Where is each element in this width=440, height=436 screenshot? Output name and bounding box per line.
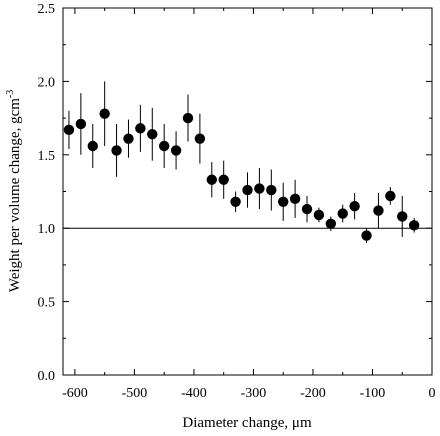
x-axis-ticks: -600 -500 -400 -300 -200 -100 0 — [62, 8, 436, 401]
data-point — [111, 145, 122, 156]
data-points — [63, 81, 420, 243]
data-point — [158, 140, 170, 152]
data-point — [278, 196, 289, 207]
y-tick-label: 2.5 — [38, 2, 56, 17]
data-point — [337, 208, 348, 219]
data-point — [408, 220, 420, 231]
y-tick-label: 0.5 — [38, 296, 56, 311]
y-tick-label: 1.5 — [38, 149, 56, 164]
data-point — [361, 230, 372, 241]
data-point — [75, 118, 87, 130]
data-point — [99, 108, 110, 119]
x-tick-label: 0 — [429, 386, 436, 401]
data-point — [242, 184, 253, 196]
x-tick-label: -200 — [300, 386, 326, 401]
data-point — [123, 133, 134, 144]
x-tick-label: -100 — [360, 386, 386, 401]
data-point — [87, 140, 98, 152]
y-tick-label: 2.0 — [38, 75, 56, 90]
y-axis-label-text: Weight per volume change, gcm — [7, 98, 23, 292]
data-point — [230, 196, 241, 207]
data-point — [147, 129, 158, 140]
y-axis-label-exponent: -3 — [5, 90, 16, 98]
data-point — [289, 193, 301, 205]
data-point — [266, 184, 277, 196]
data-point — [301, 203, 313, 215]
data-point — [135, 123, 146, 134]
x-tick-label: -300 — [241, 386, 267, 401]
data-point — [385, 190, 396, 202]
data-point — [206, 174, 217, 185]
data-point — [397, 211, 408, 222]
data-point — [349, 200, 360, 212]
x-tick-label: -400 — [181, 386, 207, 401]
data-point — [63, 124, 75, 136]
y-axis-label: Weight per volume change, gcm-3 — [5, 90, 23, 293]
x-tick-label: -600 — [62, 386, 88, 401]
data-point — [313, 209, 325, 221]
x-axis-label: Diameter change, μm — [182, 415, 312, 431]
data-point — [170, 145, 182, 156]
y-axis-ticks: 0.0 0.5 1.0 1.5 2.0 2.5 — [38, 2, 432, 384]
x-tick-label: -500 — [122, 386, 148, 401]
y-tick-label: 1.0 — [38, 222, 56, 237]
data-point — [194, 133, 206, 144]
data-point — [254, 183, 265, 194]
data-point — [182, 112, 194, 124]
data-point — [373, 205, 384, 216]
data-point — [218, 174, 229, 185]
data-point — [325, 218, 337, 229]
y-tick-label: 0.0 — [38, 369, 56, 384]
